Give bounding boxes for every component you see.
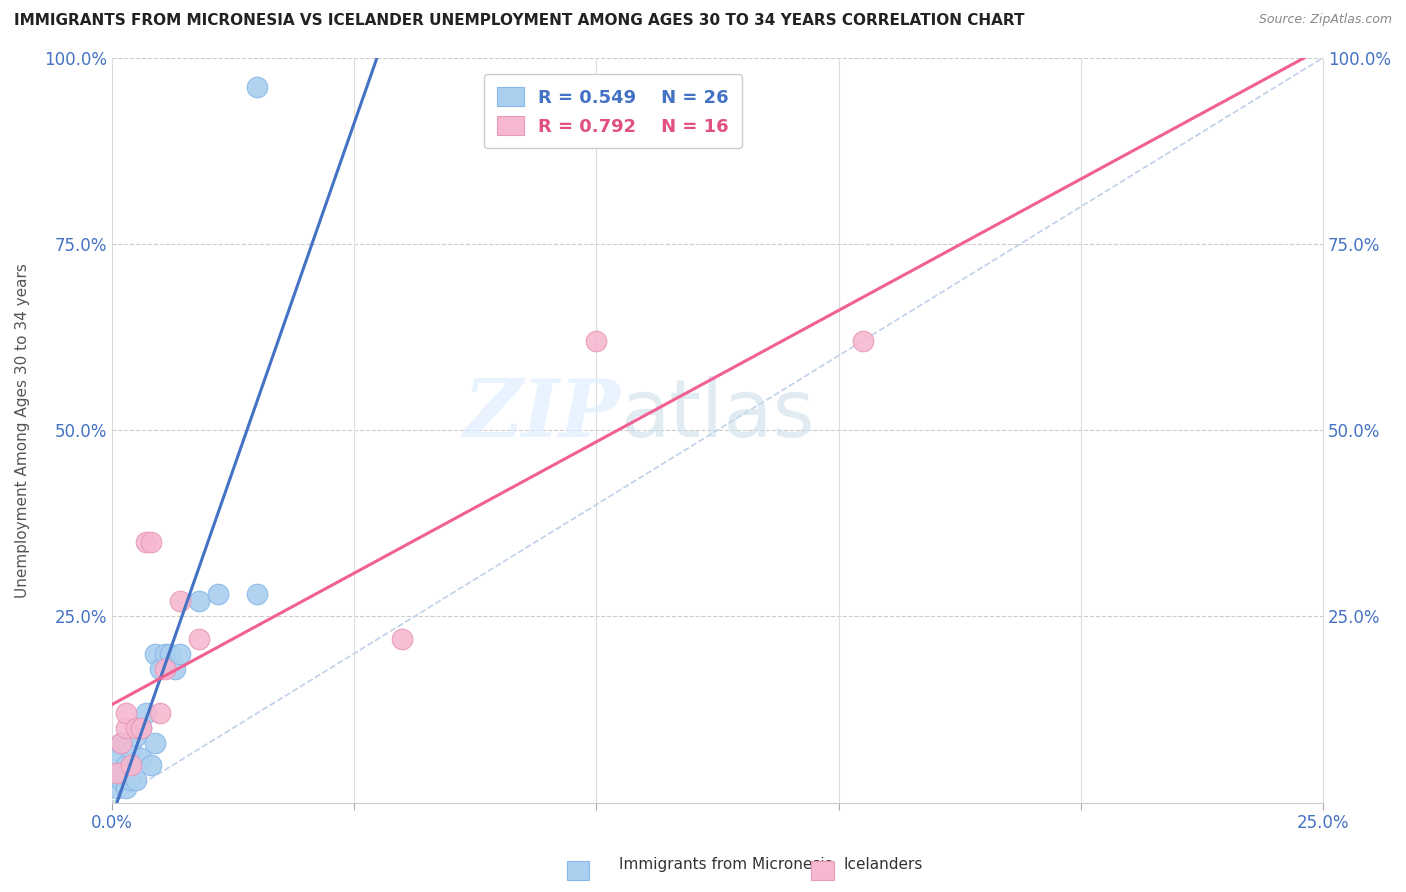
Legend: R = 0.549    N = 26, R = 0.792    N = 16: R = 0.549 N = 26, R = 0.792 N = 16 (484, 74, 741, 148)
Point (105, 765, 128, 780)
Point (110, 773, 132, 788)
Point (246, 587, 269, 601)
Point (129, 721, 152, 735)
Point (143, 647, 166, 661)
Text: IMMIGRANTS FROM MICRONESIA VS ICELANDER UNEMPLOYMENT AMONG AGES 30 TO 34 YEARS C: IMMIGRANTS FROM MICRONESIA VS ICELANDER … (14, 13, 1025, 29)
Point (125, 729, 148, 743)
Point (105, 765, 128, 780)
Point (139, 758, 162, 772)
Text: atlas: atlas (620, 376, 815, 454)
Point (129, 721, 152, 735)
Point (115, 706, 138, 721)
Text: Immigrants from Micronesia: Immigrants from Micronesia (619, 857, 834, 872)
Point (125, 721, 148, 735)
Text: Source: ZipAtlas.com: Source: ZipAtlas.com (1258, 13, 1392, 27)
Point (149, 661, 172, 675)
Point (207, 587, 229, 601)
Point (105, 751, 128, 765)
Point (169, 594, 191, 608)
Point (149, 706, 172, 721)
Point (391, 632, 413, 646)
Point (585, 334, 607, 348)
Y-axis label: Unemployment Among Ages 30 to 34 years: Unemployment Among Ages 30 to 34 years (15, 263, 30, 598)
Point (143, 736, 166, 750)
Point (188, 632, 211, 646)
Point (159, 647, 181, 661)
Point (188, 594, 211, 608)
Point (110, 736, 132, 750)
Point (139, 534, 162, 549)
Point (120, 743, 142, 757)
Point (135, 706, 157, 721)
Point (115, 780, 138, 795)
Point (163, 661, 186, 675)
Point (105, 780, 128, 795)
Point (153, 647, 176, 661)
Point (110, 736, 132, 750)
Text: Icelanders: Icelanders (844, 857, 922, 872)
Point (169, 647, 191, 661)
Point (115, 721, 138, 735)
Point (115, 758, 138, 772)
Point (246, 80, 269, 95)
Point (129, 751, 152, 765)
Point (852, 334, 875, 348)
Point (120, 773, 142, 788)
Point (120, 758, 142, 772)
Point (153, 661, 176, 675)
Point (125, 773, 148, 788)
Text: ZIP: ZIP (464, 376, 620, 454)
Point (135, 534, 157, 549)
